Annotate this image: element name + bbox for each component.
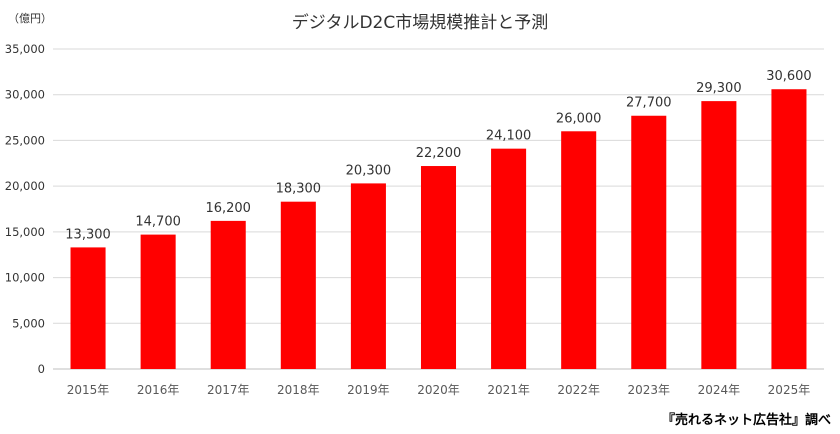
x-tick-label: 2021年 [487,383,530,397]
bar [771,89,807,369]
x-tick-label: 2019年 [347,383,390,397]
bar [350,183,386,369]
y-tick-label: 5,000 [12,316,45,330]
y-tick-label: 15,000 [5,225,45,239]
bar [561,131,597,369]
data-label: 18,300 [276,182,322,197]
source-note: 『売れるネット広告社』調べ [662,412,831,428]
bar [210,220,246,369]
y-tick-label: 20,000 [5,179,45,193]
data-label: 14,700 [135,215,181,230]
data-label: 29,300 [696,81,742,96]
x-tick-label: 2023年 [627,383,670,397]
chart-title: デジタルD2C市場規模推計と予測 [292,12,548,33]
x-tick-label: 2024年 [698,383,741,397]
x-axis-ticks: 2015年 2016年 2017年 2018年 2019年 2020年 2021年 2022年… [67,383,810,397]
bars [70,89,807,369]
data-label: 16,200 [205,201,251,216]
unit-label: （億円） [8,12,52,25]
x-tick-label: 2020年 [417,383,460,397]
data-label: 24,100 [486,129,532,144]
data-labels: 13,300 14,700 16,200 18,300 20,300 22,200 24,1… [65,69,811,242]
data-label: 22,200 [416,146,462,161]
data-label: 26,000 [556,111,602,126]
data-label: 20,300 [346,163,392,178]
x-tick-label: 2017年 [207,383,250,397]
bar [280,201,316,369]
bar [420,166,457,369]
y-tick-label: 10,000 [5,271,45,285]
y-tick-label: 25,000 [5,133,45,147]
bar [701,101,737,369]
data-label: 13,300 [65,227,111,242]
data-label: 30,600 [766,69,812,84]
x-tick-label: 2016年 [137,383,180,397]
y-tick-label: 35,000 [5,42,45,56]
y-axis-ticks: 0 5,000 10,000 15,000 20,000 25,000 30,000 35,0… [5,42,45,376]
y-tick-label: 30,000 [5,88,45,102]
data-label: 27,700 [626,96,672,111]
y-tick-label: 0 [38,362,45,376]
x-tick-label: 2015年 [67,383,110,397]
bar [631,115,667,369]
bar [491,148,527,369]
bar [70,247,106,369]
x-tick-label: 2025年 [768,383,811,397]
x-tick-label: 2022年 [557,383,600,397]
bar [140,234,176,369]
x-tick-label: 2018年 [277,383,320,397]
